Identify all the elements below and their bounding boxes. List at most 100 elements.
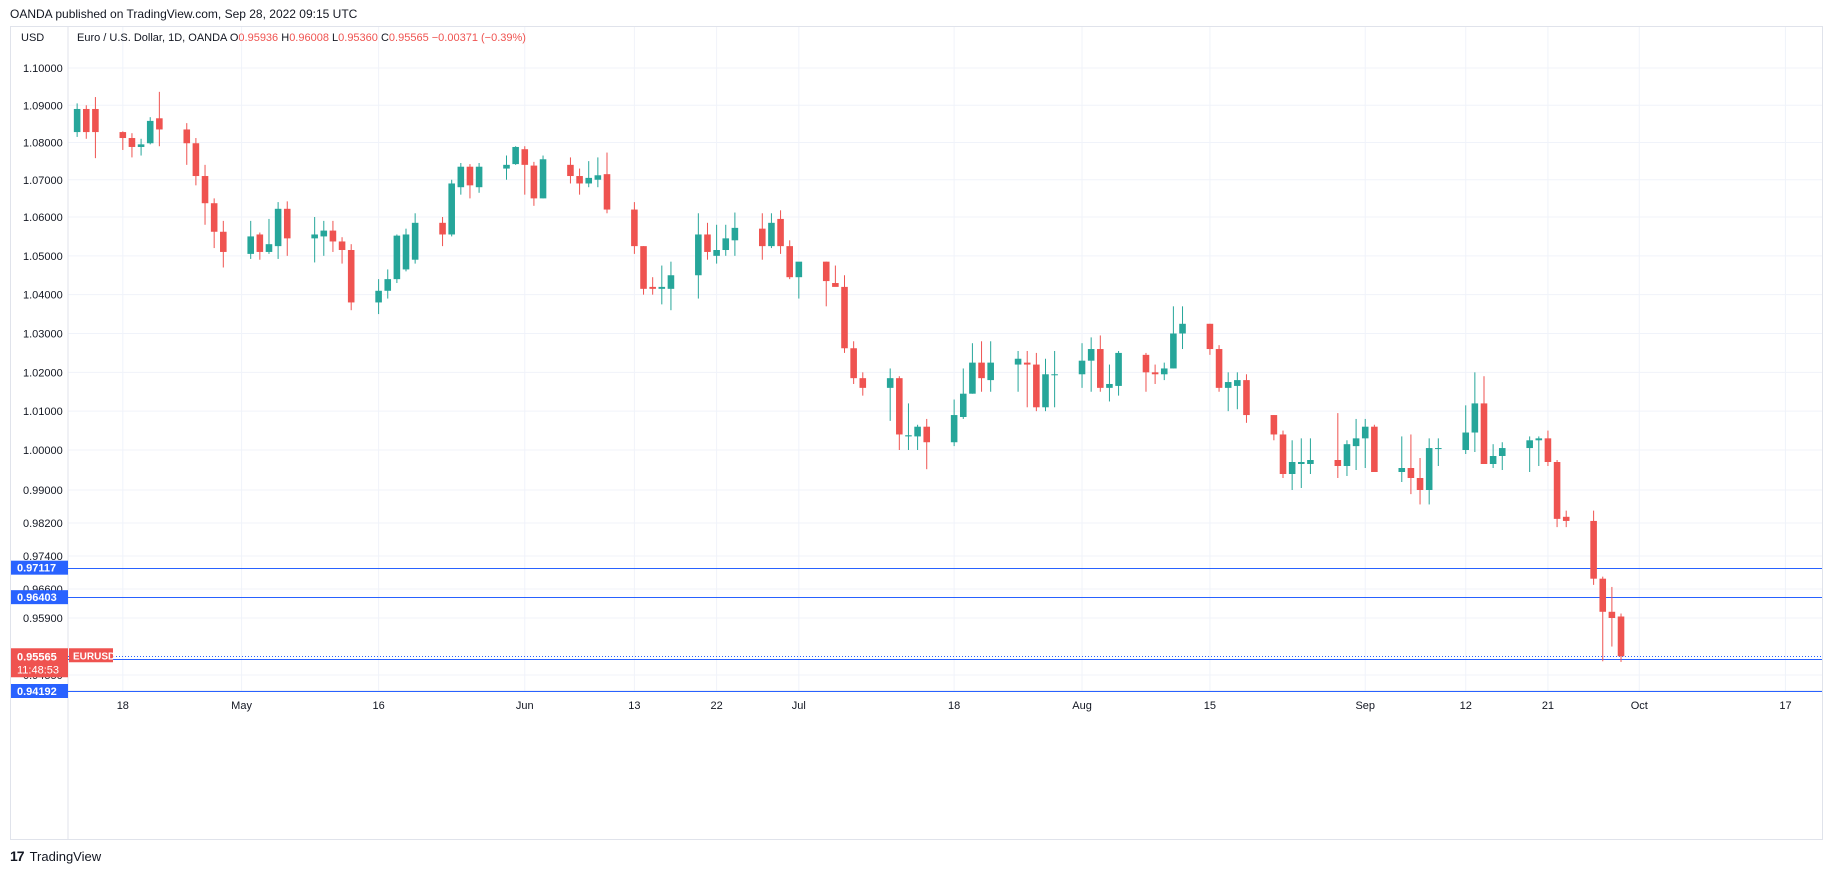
candle-body (220, 231, 227, 252)
candle-body (1526, 440, 1533, 449)
candle-body (1042, 374, 1049, 408)
candle-body (1051, 374, 1058, 376)
candle-body (1416, 478, 1424, 490)
candle-body (1307, 460, 1314, 464)
candle-body (905, 435, 912, 437)
candle-body (384, 279, 392, 291)
candle-body (393, 235, 401, 280)
candle-body (731, 227, 739, 241)
candle-body (1097, 349, 1104, 388)
legend-close: 0.95565 (389, 32, 432, 44)
y-tick-label: 1.06000 (23, 212, 63, 224)
candle-body (475, 166, 483, 188)
candle-body (1498, 448, 1506, 456)
candle-body (759, 228, 766, 247)
legend-symbol: Euro / U.S. Dollar, 1D, OANDA (77, 32, 230, 44)
candle-body (713, 250, 720, 256)
candle-body (512, 146, 519, 165)
candle-body (1361, 426, 1369, 439)
legend-low: 0.95360 (338, 32, 381, 44)
candle-body (978, 362, 985, 379)
level-badge: 0.96403 (11, 590, 68, 605)
level-badge-label: 0.96403 (17, 592, 57, 604)
candle-body (1023, 362, 1031, 365)
y-tick-label: 1.10000 (23, 63, 63, 75)
candle-body (1234, 380, 1241, 386)
x-tick-label: 12 (1460, 700, 1472, 712)
candle-body (777, 218, 784, 247)
candle-body (1343, 444, 1351, 466)
level-badge-bg (11, 560, 68, 575)
candle-body (1206, 323, 1214, 350)
candle-body (1078, 360, 1086, 375)
candle-body (411, 222, 419, 260)
candle-body (1288, 462, 1296, 474)
candle-body (1553, 462, 1561, 519)
candle-body (841, 286, 848, 349)
last-price-value: 0.95565 (17, 651, 57, 663)
candle-body (1471, 403, 1479, 433)
candle-body (503, 164, 510, 169)
legend-low-label: L (332, 32, 338, 44)
tradingview-logo-icon: 17 (10, 848, 25, 864)
candle-body (521, 149, 529, 165)
candle-body (1270, 415, 1278, 435)
y-tick-label: 1.09000 (23, 100, 63, 112)
candle-body (832, 283, 839, 287)
candle-body (1033, 364, 1040, 408)
candle-body (1425, 448, 1433, 490)
candle-body (1215, 349, 1223, 388)
candle-body (201, 176, 209, 204)
candle-body (466, 166, 474, 186)
candle-body (119, 132, 127, 139)
candle-body (1179, 323, 1186, 334)
level-badge: 0.94192 (11, 684, 68, 698)
candle-body (795, 261, 803, 278)
candle-body (822, 261, 830, 282)
candle-body (1590, 520, 1597, 579)
candle-body (265, 244, 273, 252)
candle-body (1224, 382, 1232, 388)
candle-body (969, 362, 976, 394)
candle-body (375, 290, 382, 303)
candle-body (1160, 368, 1168, 375)
candle-body (210, 203, 218, 232)
x-tick-label: 16 (372, 700, 384, 712)
candle-body (274, 208, 282, 247)
legend-high: 0.96008 (289, 32, 332, 44)
y-tick-label: 1.03000 (23, 329, 63, 341)
candle-body (1106, 383, 1113, 388)
x-tick-label: 18 (117, 700, 129, 712)
candle-body (439, 222, 446, 235)
candle-body (1297, 462, 1305, 464)
chart-frame[interactable]: 1.10000 1.09000 1.08000 1.07000 1.06000 1.050… (10, 26, 1823, 840)
candle-body (1617, 616, 1625, 657)
candle-body (1279, 434, 1287, 474)
candle-body (1544, 438, 1552, 462)
candle-body (649, 286, 656, 289)
candle-body (1480, 403, 1488, 464)
candle-body (247, 236, 254, 254)
candle-body (695, 234, 702, 276)
candle-body (1243, 380, 1250, 416)
x-tick-label: Oct (1631, 700, 1648, 712)
candle-body (402, 234, 410, 270)
candle-body (347, 250, 355, 303)
legend-open: 0.95936 (238, 32, 281, 44)
last-price-countdown: 11:48:53 (17, 664, 59, 676)
candle-body (1535, 438, 1543, 441)
candle-body (640, 246, 647, 289)
candle-body (603, 174, 611, 210)
legend-open-label: O (230, 32, 239, 44)
candle-body (1142, 354, 1150, 373)
candle-body (1599, 578, 1607, 612)
candle-body (73, 108, 81, 133)
symbol-badge-label: EURUSD (73, 651, 115, 662)
candle-body (886, 378, 894, 388)
candle-body (92, 108, 99, 133)
candle-body (146, 120, 154, 144)
candle-body (1562, 516, 1570, 521)
candle-body (567, 164, 574, 177)
y-tick-label: 1.07000 (23, 175, 63, 187)
price-chart[interactable]: 1.10000 1.09000 1.08000 1.07000 1.06000 1.050… (11, 27, 1822, 839)
